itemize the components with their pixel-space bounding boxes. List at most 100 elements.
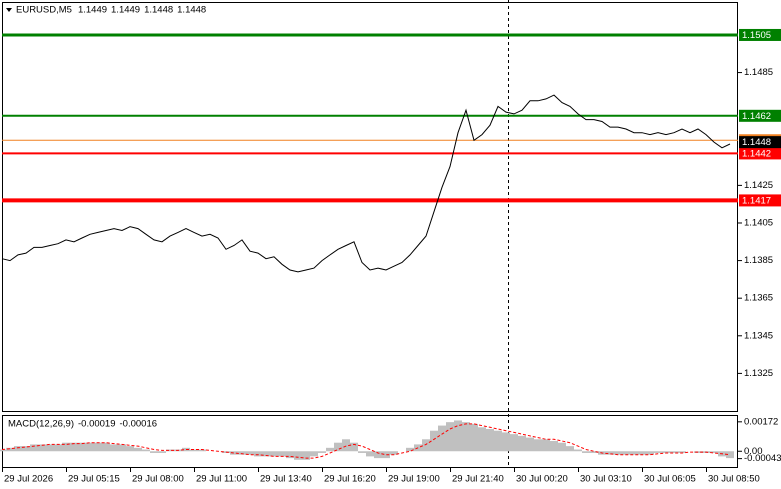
histogram-bar — [622, 451, 630, 455]
histogram-bar — [0, 449, 6, 452]
y-tick-label: 1.1365 — [744, 293, 773, 304]
histogram-bar — [422, 439, 430, 452]
histogram-bar — [166, 449, 174, 452]
histogram-bar — [70, 442, 78, 452]
histogram-bar — [158, 451, 166, 453]
menu-arrow — [6, 8, 12, 12]
x-tick-label: 30 Jul 00:20 — [516, 474, 568, 485]
y-tick-label: 1.1345 — [744, 330, 773, 341]
y-tick-label: 1.1385 — [744, 255, 773, 266]
histogram-bar — [566, 446, 574, 452]
histogram-bar — [126, 446, 134, 452]
histogram-bar — [670, 451, 678, 453]
indicator-name: MACD(12,26,9) — [8, 419, 74, 430]
y-tick-label: 1.1425 — [744, 180, 773, 191]
x-tick-label: 29 Jul 08:00 — [132, 474, 184, 485]
histogram-bar — [590, 451, 598, 453]
x-tick-label: 29 Jul 05:15 — [68, 474, 120, 485]
histogram-bar — [198, 449, 206, 452]
histogram-bar — [574, 449, 582, 452]
histogram-bar — [326, 447, 334, 452]
level-label-box — [739, 147, 781, 160]
histogram-bar — [238, 451, 246, 455]
histogram-bar — [278, 451, 286, 457]
histogram-bar — [118, 444, 126, 452]
histogram-bar — [30, 444, 38, 452]
y-tick-label: 1.1485 — [744, 67, 773, 78]
x-tick-label: 29 Jul 2026 — [4, 474, 53, 485]
histogram-bar — [62, 442, 70, 452]
histogram-bar — [558, 442, 566, 452]
histogram-bar — [286, 451, 294, 459]
histogram-bar — [318, 451, 326, 453]
histogram-bar — [134, 447, 142, 452]
histogram-bar — [646, 451, 654, 455]
x-tick-label: 29 Jul 13:40 — [260, 474, 312, 485]
histogram-bar — [374, 451, 382, 459]
histogram-bar — [678, 451, 686, 453]
level-label-box — [739, 109, 781, 122]
x-tick-label: 29 Jul 21:40 — [452, 474, 504, 485]
histogram-bar — [110, 444, 118, 452]
histogram-bar — [446, 422, 454, 452]
histogram-bar — [294, 451, 302, 460]
last-price-box — [739, 136, 781, 149]
histogram-bar — [94, 442, 102, 452]
histogram-bar — [78, 442, 86, 452]
histogram-bar — [630, 451, 638, 455]
histogram-bar — [54, 444, 62, 452]
histogram-bar — [6, 447, 14, 452]
histogram-bar — [518, 435, 526, 452]
x-tick-label: 30 Jul 06:05 — [644, 474, 696, 485]
histogram-bar — [542, 439, 550, 452]
histogram-bar — [342, 439, 350, 452]
level-label-box — [739, 28, 781, 41]
histogram-bar — [270, 451, 278, 457]
histogram-bar — [262, 451, 270, 457]
histogram-bar — [350, 442, 358, 452]
price-panel — [2, 2, 738, 412]
x-tick-label: 29 Jul 19:00 — [388, 474, 440, 485]
histogram-bar — [478, 427, 486, 452]
histogram-bar — [486, 429, 494, 452]
histogram-bar — [86, 442, 94, 452]
level-label: 1.1462 — [742, 111, 771, 122]
histogram-bar — [334, 442, 342, 452]
histogram-bar — [142, 449, 150, 452]
ohlc-value: 1.1449 — [111, 5, 140, 16]
histogram-bar — [102, 442, 110, 452]
histogram-bar — [502, 432, 510, 452]
histogram-bar — [710, 451, 718, 453]
histogram-bar — [358, 451, 366, 453]
histogram-bar — [606, 451, 614, 455]
histogram-bar — [526, 437, 534, 452]
x-tick-label: 29 Jul 16:20 — [324, 474, 376, 485]
histogram-bar — [510, 434, 518, 452]
histogram-bar — [430, 430, 438, 452]
histogram-bar — [46, 444, 54, 452]
x-tick-label: 29 Jul 11:00 — [196, 474, 247, 485]
last-price-label: 1.1448 — [742, 137, 771, 148]
histogram-bar — [310, 451, 318, 457]
macd-panel — [2, 415, 738, 468]
histogram-bar — [382, 451, 390, 459]
histogram-bar — [614, 451, 622, 455]
y-tick-label: 0.00 — [744, 446, 763, 457]
histogram-bar — [454, 420, 462, 452]
histogram-bar — [302, 451, 310, 460]
level-label: 1.1442 — [742, 148, 771, 159]
price-line — [1, 94, 731, 273]
y-tick-label: 0.00172 — [744, 416, 778, 427]
histogram-bar — [470, 423, 478, 452]
level-label: 1.1505 — [742, 30, 771, 41]
histogram-bar — [582, 451, 590, 453]
histogram-bar — [662, 451, 670, 453]
histogram-bar — [38, 444, 46, 452]
histogram-bar — [150, 451, 158, 453]
level-label-box — [739, 194, 781, 207]
ohlc-value: 1.1448 — [144, 5, 173, 16]
histogram-bar — [230, 451, 238, 455]
level-label: 1.1417 — [742, 195, 771, 206]
